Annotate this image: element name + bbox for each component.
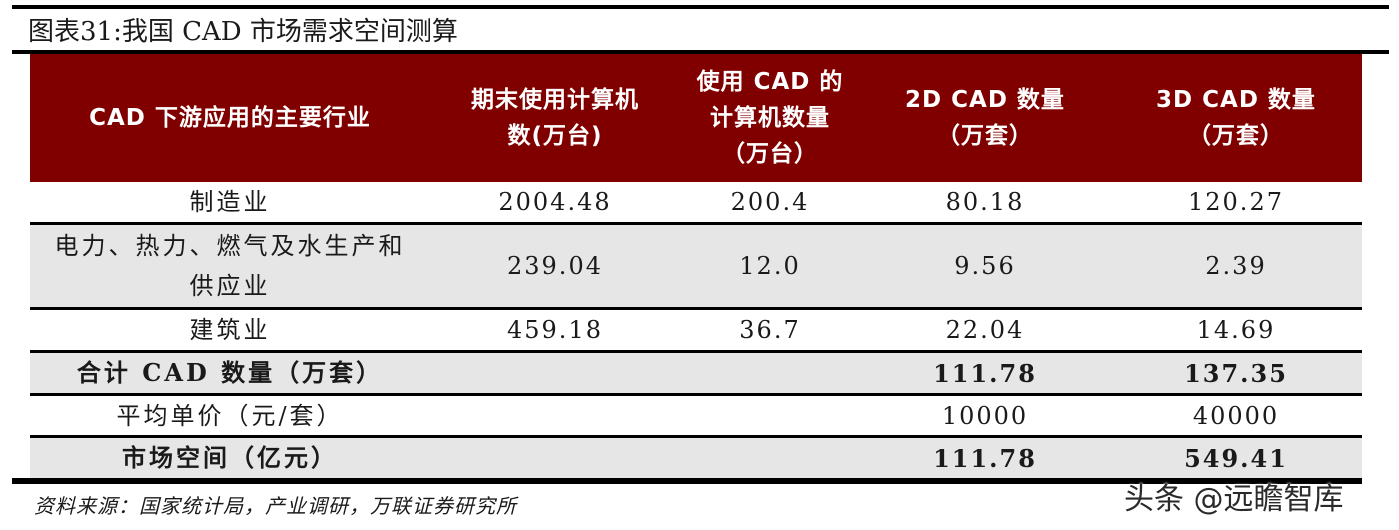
cad-computers-cell: 36.7: [739, 316, 801, 344]
cad-2d-cell: 9.56: [954, 252, 1016, 280]
table-bottom-rule: [12, 478, 1362, 484]
summary-row-price: 平均单价（元/套） 10000 40000: [30, 396, 1362, 435]
cad-2d-cell: 80.18: [945, 188, 1025, 216]
table-row: 电力、热力、燃气及水生产和 供应业 239.04 12.0 9.56 2.39: [30, 225, 1362, 307]
table-row: 建筑业 459.18 36.7 22.04 14.69: [30, 310, 1362, 350]
summary-label: 平均单价（元/套）: [116, 401, 344, 430]
computers-cell: 2004.48: [498, 188, 612, 216]
summary-row-market: 市场空间（亿元） 111.78 549.41: [30, 438, 1362, 478]
top-rule: [12, 5, 1389, 9]
row-divider: [30, 435, 1362, 438]
industry-cell: 制造业: [189, 188, 271, 216]
cad-computers-cell: 12.0: [739, 252, 801, 280]
computers-cell: 459.18: [507, 316, 603, 344]
cad-2d-cell: 111.78: [933, 358, 1037, 388]
figure-title: 图表31:我国 CAD 市场需求空间测算: [28, 17, 458, 47]
watermark: 头条 @远瞻智库: [1124, 482, 1344, 517]
cad-2d-cell: 111.78: [933, 443, 1037, 473]
cad-2d-cell: 22.04: [945, 316, 1025, 344]
industry-cell: 建筑业: [189, 316, 271, 344]
cad-computers-cell: 200.4: [730, 188, 810, 216]
table-row: 制造业 2004.48 200.4 80.18 120.27: [30, 182, 1362, 222]
cad-3d-cell: 137.35: [1184, 358, 1288, 388]
cad-3d-cell: 14.69: [1196, 316, 1276, 344]
row-divider: [30, 350, 1362, 353]
cad-3d-cell: 120.27: [1188, 188, 1284, 216]
title-rule: [12, 50, 1389, 54]
cad-3d-cell: 40000: [1192, 401, 1280, 430]
header-computers: 期末使用计算机 数(万台): [471, 87, 639, 149]
summary-label: 市场空间（亿元）: [122, 443, 338, 472]
row-divider: [30, 222, 1362, 225]
cad-market-table: CAD 下游应用的主要行业 期末使用计算机 数(万台) 使用 CAD 的计算机数量…: [12, 54, 1362, 484]
industry-cell: 电力、热力、燃气及水生产和 供应业: [54, 232, 406, 300]
cad-2d-cell: 10000: [941, 401, 1029, 430]
summary-label: 合计 CAD 数量（万套）: [76, 358, 384, 387]
row-divider: [30, 307, 1362, 310]
row-divider: [30, 393, 1362, 396]
cad-3d-cell: 549.41: [1184, 443, 1288, 473]
header-2d-cad: 2D CAD 数量 （万套）: [905, 87, 1065, 149]
computers-cell: 239.04: [507, 252, 603, 280]
table-header: CAD 下游应用的主要行业 期末使用计算机 数(万台) 使用 CAD 的计算机数量…: [30, 54, 1362, 182]
header-3d-cad: 3D CAD 数量 （万套）: [1156, 87, 1316, 149]
cad-3d-cell: 2.39: [1205, 252, 1267, 280]
summary-row-total: 合计 CAD 数量（万套） 111.78 137.35: [30, 353, 1362, 393]
source-note: 资料来源：国家统计局，产业调研，万联证券研究所: [34, 494, 517, 518]
header-industry: CAD 下游应用的主要行业: [89, 105, 371, 131]
header-cad-computers: 使用 CAD 的计算机数量 （万台）: [696, 69, 844, 167]
